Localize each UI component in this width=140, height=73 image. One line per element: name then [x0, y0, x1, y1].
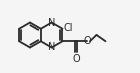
Text: O: O	[73, 54, 80, 64]
Text: N: N	[48, 42, 55, 52]
Text: O: O	[84, 36, 91, 46]
Text: Cl: Cl	[64, 23, 74, 33]
Text: N: N	[48, 18, 55, 28]
